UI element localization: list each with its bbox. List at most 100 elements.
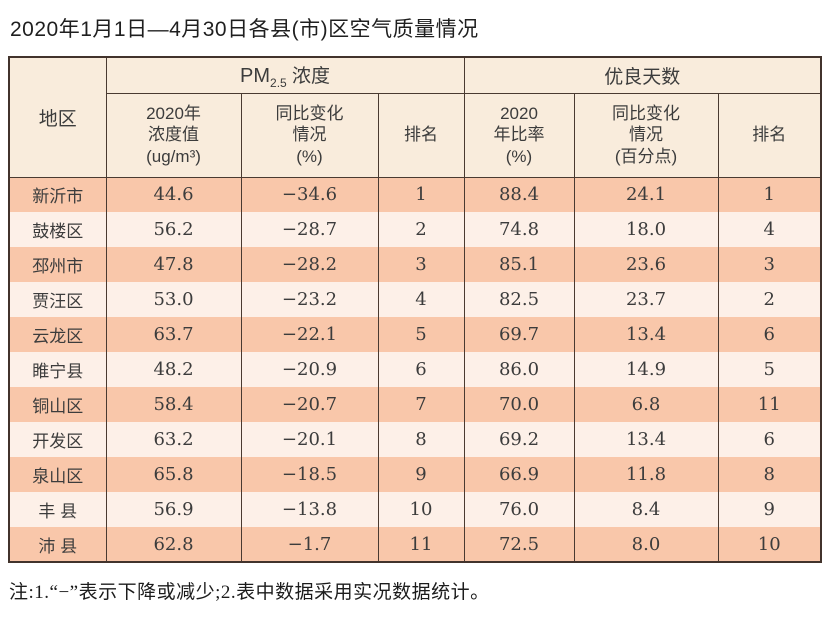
cell-good_change: 13.4 <box>573 317 719 352</box>
region-cell: 云龙区 <box>8 317 107 352</box>
cell-pm_value: 56.2 <box>105 212 242 247</box>
region-cell: 沛 县 <box>8 527 107 562</box>
cell-pm_rank: 2 <box>377 212 465 247</box>
cell-pm_change: −20.1 <box>240 422 379 457</box>
cell-pm_change: −20.7 <box>240 387 379 422</box>
cell-good_rank: 4 <box>717 212 822 247</box>
cell-good_rank: 6 <box>717 422 822 457</box>
table-row: 睢宁县 48.2 −20.9 6 86.0 14.9 5 <box>8 352 822 387</box>
cell-pm_value: 58.4 <box>105 387 242 422</box>
cell-pm_value: 48.2 <box>105 352 242 387</box>
table-header: 地区 PM2.5 浓度 优良天数 2020年 浓度值 (ug/m³) 同比变化 … <box>8 56 822 178</box>
cell-pm_value: 63.7 <box>105 317 242 352</box>
cell-pm_change: −22.1 <box>240 317 379 352</box>
table-row: 鼓楼区 56.2 −28.7 2 74.8 18.0 4 <box>8 212 822 247</box>
table-row: 沛 县 62.8 −1.7 11 72.5 8.0 10 <box>8 527 822 562</box>
cell-good_rank: 2 <box>717 282 822 317</box>
table-body: 新沂市 44.6 −34.6 1 88.4 24.1 1 鼓楼区 56.2 −28.7 2 74.8 1… <box>8 177 822 562</box>
cell-good_rate: 86.0 <box>463 352 575 387</box>
cell-pm_rank: 8 <box>377 422 465 457</box>
table-row: 邳州市 47.8 −28.2 3 85.1 23.6 3 <box>8 247 822 282</box>
cell-good_rank: 8 <box>717 457 822 492</box>
cell-good_rate: 74.8 <box>463 212 575 247</box>
region-cell: 睢宁县 <box>8 352 107 387</box>
cell-good_rank: 1 <box>717 177 822 212</box>
table-row: 云龙区 63.7 −22.1 5 69.7 13.4 6 <box>8 317 822 352</box>
cell-good_rate: 76.0 <box>463 492 575 527</box>
cell-good_rate: 66.9 <box>463 457 575 492</box>
cell-pm_value: 56.9 <box>105 492 242 527</box>
cell-good_rate: 70.0 <box>463 387 575 422</box>
region-cell: 开发区 <box>8 422 107 457</box>
cell-pm_change: −28.7 <box>240 212 379 247</box>
cell-good_rank: 5 <box>717 352 822 387</box>
page-title: 2020年1月1日—4月30日各县(市)区空气质量情况 <box>10 18 479 41</box>
cell-pm_value: 53.0 <box>105 282 242 317</box>
header-sub-row: 2020年 浓度值 (ug/m³) 同比变化 情况 (%) 排名 2020 年比… <box>9 92 822 178</box>
cell-pm_change: −28.2 <box>240 247 379 282</box>
cell-pm_change: −20.9 <box>240 352 379 387</box>
table-row: 贾汪区 53.0 −23.2 4 82.5 23.7 2 <box>8 282 822 317</box>
header-good-rate: 2020 年比率 (%) <box>463 92 575 178</box>
cell-good_rate: 69.2 <box>463 422 575 457</box>
cell-pm_change: −34.6 <box>240 177 379 212</box>
cell-pm_value: 62.8 <box>105 527 242 562</box>
region-cell: 鼓楼区 <box>8 212 107 247</box>
cell-good_rank: 9 <box>717 492 822 527</box>
pm25-label-suffix: 浓度 <box>286 65 330 87</box>
cell-good_rate: 88.4 <box>463 177 575 212</box>
cell-good_change: 23.6 <box>573 247 719 282</box>
cell-pm_rank: 1 <box>377 177 465 212</box>
header-pm-change: 同比变化 情况 (%) <box>240 92 379 178</box>
cell-good_change: 6.8 <box>573 387 719 422</box>
table-row: 丰 县 56.9 −13.8 10 76.0 8.4 9 <box>8 492 822 527</box>
region-cell: 新沂市 <box>8 177 107 212</box>
cell-good_rate: 72.5 <box>463 527 575 562</box>
cell-pm_rank: 3 <box>377 247 465 282</box>
cell-pm_change: −13.8 <box>240 492 379 527</box>
cell-good_change: 8.4 <box>573 492 719 527</box>
table-row: 泉山区 65.8 −18.5 9 66.9 11.8 8 <box>8 457 822 492</box>
cell-pm_rank: 6 <box>377 352 465 387</box>
cell-pm_value: 47.8 <box>105 247 242 282</box>
header-pm25-group: PM2.5 浓度 <box>105 56 465 94</box>
region-cell: 丰 县 <box>8 492 107 527</box>
cell-pm_value: 44.6 <box>105 177 242 212</box>
table-row: 铜山区 58.4 −20.7 7 70.0 6.8 11 <box>8 387 822 422</box>
cell-pm_change: −23.2 <box>240 282 379 317</box>
table-row: 新沂市 44.6 −34.6 1 88.4 24.1 1 <box>8 177 822 212</box>
region-cell: 泉山区 <box>8 457 107 492</box>
region-cell: 铜山区 <box>8 387 107 422</box>
cell-pm_value: 63.2 <box>105 422 242 457</box>
cell-good_change: 13.4 <box>573 422 719 457</box>
cell-good_rate: 69.7 <box>463 317 575 352</box>
cell-pm_rank: 7 <box>377 387 465 422</box>
cell-pm_value: 65.8 <box>105 457 242 492</box>
cell-good_rate: 85.1 <box>463 247 575 282</box>
cell-pm_rank: 5 <box>377 317 465 352</box>
cell-pm_change: −1.7 <box>240 527 379 562</box>
cell-pm_rank: 4 <box>377 282 465 317</box>
cell-good_rank: 3 <box>717 247 822 282</box>
cell-good_change: 14.9 <box>573 352 719 387</box>
header-pm-value: 2020年 浓度值 (ug/m³) <box>105 92 242 178</box>
cell-pm_rank: 11 <box>377 527 465 562</box>
header-region: 地区 <box>8 56 107 178</box>
cell-good_rank: 10 <box>717 527 822 562</box>
header-pm-rank: 排名 <box>377 92 465 178</box>
pm25-label-subscript: 2.5 <box>270 75 287 90</box>
cell-good_rank: 6 <box>717 317 822 352</box>
table-row: 开发区 63.2 −20.1 8 69.2 13.4 6 <box>8 422 822 457</box>
region-cell: 贾汪区 <box>8 282 107 317</box>
header-group-row: 地区 PM2.5 浓度 优良天数 <box>8 56 822 178</box>
region-cell: 邳州市 <box>8 247 107 282</box>
pm25-label-main: PM <box>240 64 271 87</box>
cell-pm_rank: 10 <box>377 492 465 527</box>
header-gooddays-group: 优良天数 <box>463 56 822 94</box>
cell-good_change: 23.7 <box>573 282 719 317</box>
header-good-rank: 排名 <box>717 92 822 178</box>
air-quality-table: 地区 PM2.5 浓度 优良天数 2020年 浓度值 (ug/m³) 同比变化 … <box>8 56 822 563</box>
header-good-change: 同比变化 情况 (百分点) <box>573 92 719 178</box>
cell-good_change: 11.8 <box>573 457 719 492</box>
